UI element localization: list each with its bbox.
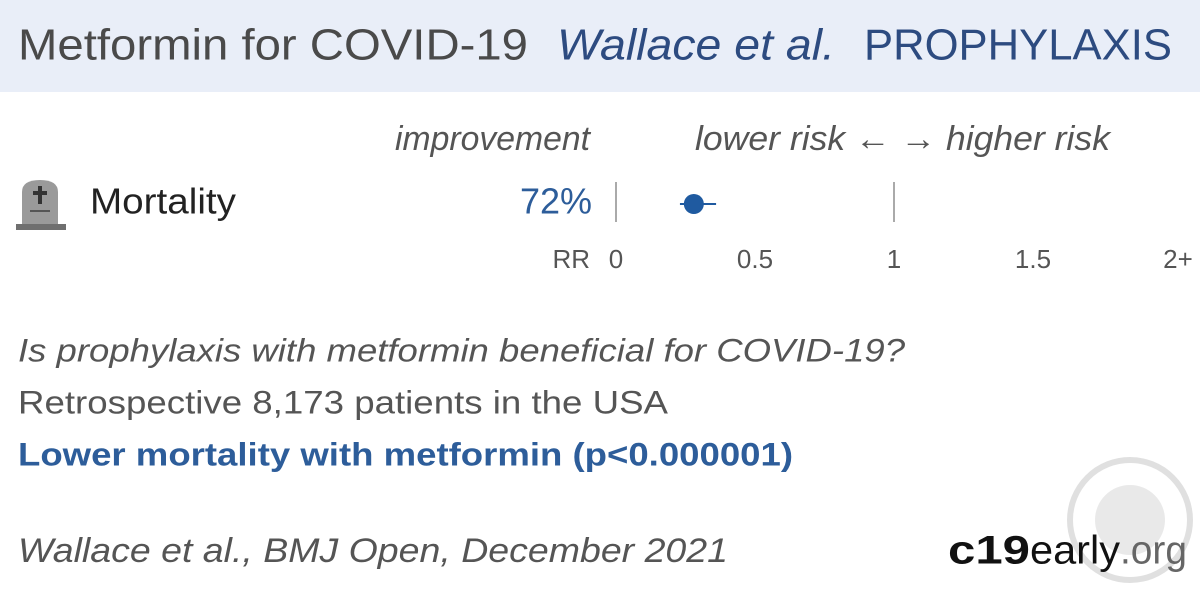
x-tick-label: 0.5	[737, 244, 773, 274]
brand-org: .org	[1120, 529, 1187, 573]
virus-watermark	[1067, 457, 1193, 583]
setting: PROPHYLAXIS	[864, 21, 1172, 70]
header-band	[0, 0, 1200, 92]
outcome-name: Mortality	[90, 181, 236, 222]
column-label: improvement	[395, 120, 592, 158]
point-estimate	[683, 194, 704, 214]
brand-c19: c19	[948, 529, 1030, 573]
x-tick-label: 1	[887, 244, 901, 274]
x-tick-label: 1.5	[1015, 244, 1051, 274]
brand-early: early	[1030, 529, 1120, 573]
mortality-icon	[16, 180, 66, 230]
citation: Wallace et al., BMJ Open, December 2021	[18, 532, 728, 570]
authors: Wallace et al.	[557, 21, 835, 70]
improvement: 72%	[520, 181, 592, 222]
conclusion: Lower mortality with metformin (p<0.0000…	[18, 436, 793, 472]
design: Retrospective 8,173 patients in the USA	[18, 384, 669, 420]
x-tick-label: 2+	[1163, 244, 1193, 274]
question: Is prophylaxis with metformin beneficial…	[18, 332, 905, 368]
axis-label: RR	[552, 244, 590, 274]
x-tick-label: 0	[609, 244, 623, 274]
direction-label: lower risk ← → higher risk	[695, 120, 1112, 158]
title: Metformin for COVID-19	[18, 21, 528, 70]
